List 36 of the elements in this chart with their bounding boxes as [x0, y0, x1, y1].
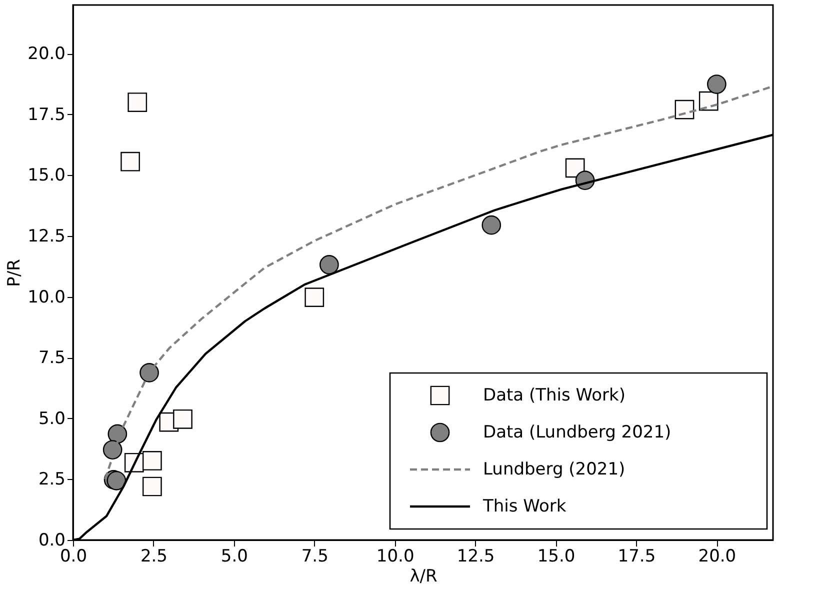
point — [142, 451, 162, 470]
y-tick-label: 10.0 — [28, 287, 66, 308]
x-tick-label: 2.5 — [140, 546, 168, 566]
legend-label: Data (This Work) — [483, 386, 626, 406]
x-tick-label: 10.0 — [376, 546, 414, 566]
legend-label: This Work — [482, 496, 566, 516]
y-tick-label: 12.5 — [28, 226, 66, 247]
x-tick-label: 7.5 — [301, 546, 328, 566]
point — [128, 92, 148, 112]
point — [674, 100, 694, 120]
point — [173, 409, 192, 429]
x-tick-label: 15.0 — [537, 546, 576, 566]
x-tick-label: 5.0 — [220, 546, 248, 566]
y-tick-label: 7.5 — [38, 348, 66, 368]
legend-label: Lundberg (2021) — [483, 460, 626, 480]
point — [106, 471, 126, 490]
y-tick-label: 2.5 — [38, 470, 66, 490]
y-tick-label: 5.0 — [38, 408, 66, 429]
x-tick-label: 0.0 — [60, 546, 88, 566]
point — [142, 476, 162, 496]
y-tick-label: 15.0 — [28, 166, 66, 186]
point — [706, 74, 726, 94]
legend-label: Data (Lundberg 2021) — [483, 422, 672, 442]
y-tick-label: 17.5 — [28, 104, 66, 125]
point — [482, 215, 502, 235]
y-tick-label: 20.0 — [28, 44, 66, 64]
y-axis-title: P/R — [4, 258, 25, 287]
point — [140, 363, 159, 382]
point — [320, 255, 339, 274]
point — [304, 288, 324, 307]
x-axis-title: λ/R — [410, 566, 438, 586]
point — [102, 440, 122, 460]
point — [120, 152, 140, 172]
x-tick-label: 12.5 — [456, 546, 495, 566]
x-tick-label: 20.0 — [698, 546, 736, 566]
x-tick-label: 17.5 — [618, 546, 656, 566]
